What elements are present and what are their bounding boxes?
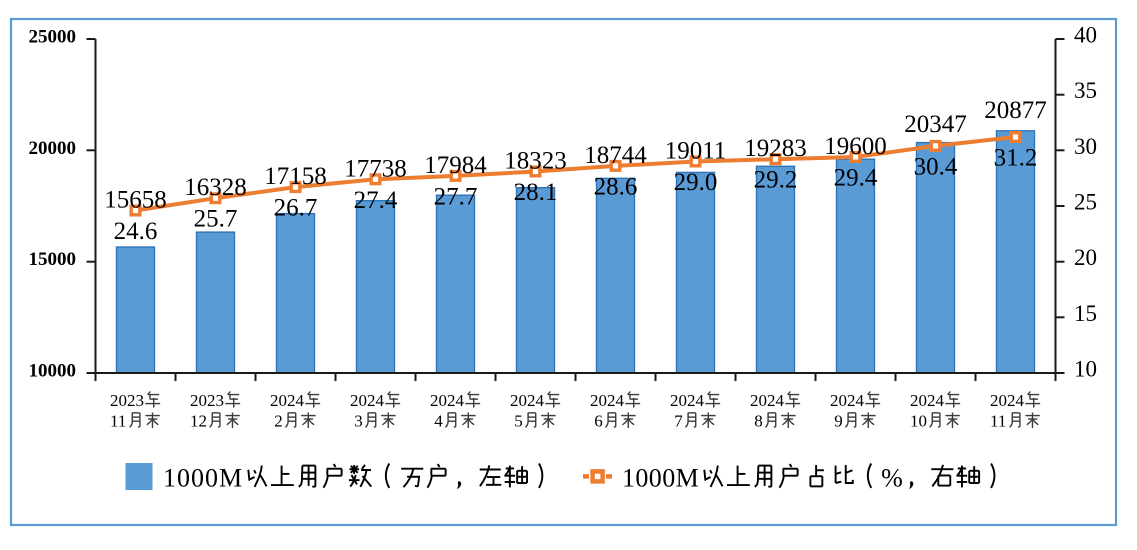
svg-text:12: 12	[190, 412, 207, 431]
svg-text:2024: 2024	[510, 391, 545, 410]
svg-text:7: 7	[674, 412, 683, 431]
svg-text:10000: 10000	[29, 361, 77, 382]
svg-text:30: 30	[1074, 134, 1097, 159]
svg-text:2024: 2024	[750, 391, 785, 410]
svg-text:11: 11	[990, 412, 1006, 431]
svg-text:40: 40	[1074, 23, 1097, 48]
svg-text:4: 4	[434, 412, 443, 431]
svg-text:30.4: 30.4	[914, 153, 958, 180]
svg-text:31.2: 31.2	[994, 145, 1038, 172]
svg-text:19011: 19011	[665, 138, 727, 165]
svg-text:17738: 17738	[344, 155, 407, 182]
svg-text:5: 5	[514, 412, 523, 431]
svg-text:20: 20	[1074, 245, 1097, 270]
svg-text:25.7: 25.7	[194, 206, 238, 233]
svg-text:15658: 15658	[104, 187, 167, 214]
svg-text:20347: 20347	[904, 111, 967, 138]
svg-text:19600: 19600	[824, 133, 887, 160]
svg-text:17984: 17984	[424, 152, 487, 179]
svg-text:3: 3	[354, 412, 363, 431]
svg-text:2023: 2023	[190, 391, 224, 410]
svg-text:29.0: 29.0	[674, 169, 718, 196]
svg-text:29.2: 29.2	[754, 167, 798, 194]
svg-text:28.1: 28.1	[514, 179, 558, 206]
svg-text:20877: 20877	[984, 97, 1047, 124]
svg-text:25000: 25000	[29, 27, 77, 48]
svg-text:6: 6	[594, 412, 603, 431]
svg-text:20000: 20000	[29, 138, 77, 159]
svg-text:2024: 2024	[830, 391, 865, 410]
svg-text:35: 35	[1074, 78, 1097, 103]
svg-text:27.4: 27.4	[354, 187, 398, 214]
svg-text:18323: 18323	[504, 148, 567, 175]
svg-text:2023: 2023	[110, 391, 144, 410]
svg-text:24.6: 24.6	[114, 218, 158, 245]
svg-text:1000M: 1000M	[163, 464, 243, 493]
svg-text:2024: 2024	[590, 391, 625, 410]
svg-text:2: 2	[274, 412, 283, 431]
svg-text:2024: 2024	[910, 391, 945, 410]
svg-text:2024: 2024	[670, 391, 705, 410]
svg-text:8: 8	[754, 412, 763, 431]
svg-text:25: 25	[1074, 190, 1097, 215]
svg-text:16328: 16328	[184, 174, 247, 201]
svg-text:28.6: 28.6	[594, 173, 638, 200]
svg-text:15: 15	[1074, 301, 1097, 326]
svg-text:10: 10	[1074, 357, 1097, 382]
svg-text:27.7: 27.7	[434, 183, 478, 210]
svg-text:18744: 18744	[584, 142, 647, 169]
svg-text:9: 9	[834, 412, 843, 431]
svg-text:26.7: 26.7	[274, 195, 318, 222]
svg-text:2024: 2024	[350, 391, 385, 410]
svg-text:29.4: 29.4	[834, 165, 878, 192]
svg-text:1000M: 1000M	[622, 464, 699, 493]
svg-text:19283: 19283	[744, 135, 807, 162]
svg-text:17158: 17158	[264, 163, 327, 190]
svg-text:10: 10	[910, 412, 927, 431]
svg-text:2024: 2024	[270, 391, 305, 410]
svg-text:2024: 2024	[990, 391, 1025, 410]
svg-text:15000: 15000	[29, 249, 77, 270]
svg-text:2024: 2024	[430, 391, 465, 410]
svg-text:11: 11	[110, 412, 126, 431]
svg-text:%: %	[881, 464, 903, 493]
